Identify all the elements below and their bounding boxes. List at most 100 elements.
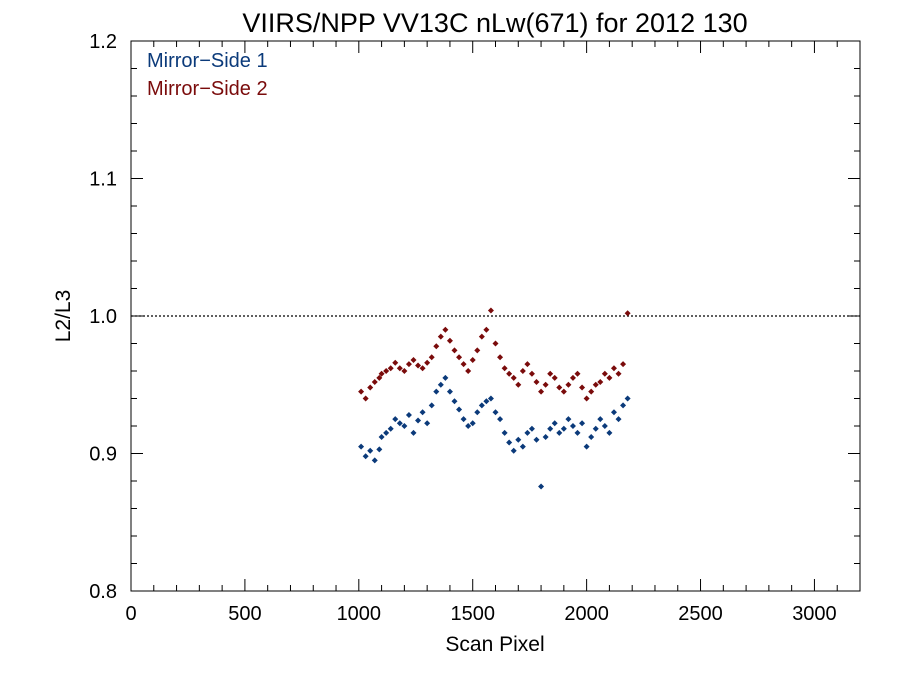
data-point [428,402,435,409]
y-axis-label: L2/L3 [52,290,75,343]
data-point [583,443,590,450]
data-point [371,379,378,385]
data-point [396,420,403,427]
series-mirror-side-2 [358,307,631,402]
data-point [565,381,572,388]
data-point [392,416,399,423]
data-point [376,374,383,381]
data-point [492,340,499,347]
data-point [456,354,463,361]
y-tick-label: 1.2 [89,31,117,53]
data-point [610,365,617,372]
data-point [538,483,545,490]
data-point [510,374,517,381]
data-point [376,446,383,453]
data-point [610,409,617,416]
data-point [524,361,531,368]
data-point [560,388,567,395]
data-point [415,362,422,369]
data-point [469,357,476,363]
data-point [606,429,613,436]
data-point [533,379,540,385]
data-point [401,368,408,374]
data-point [415,417,422,424]
data-point [547,425,554,432]
data-point [387,425,394,432]
data-point [560,425,567,432]
data-point [569,423,576,429]
data-point [556,429,563,436]
data-point [410,429,417,436]
x-axis-label: Scan Pixel [445,633,544,656]
data-point [433,343,440,350]
data-point [597,379,604,385]
data-point [506,370,513,377]
data-point [497,416,504,423]
data-point [492,409,499,416]
data-point [378,434,385,440]
data-point [497,354,504,361]
data-point [569,374,576,381]
data-point [362,395,369,402]
scatter-points [358,307,631,490]
x-axis: 0 500 1000 1500 2000 2500 3000 [125,41,838,625]
data-point [362,453,369,460]
data-point [592,425,599,432]
data-point [383,429,390,436]
data-point [565,416,572,423]
data-point [419,409,426,416]
y-tick-label: 0.8 [89,581,117,603]
data-point [371,457,378,464]
data-point [547,370,554,377]
data-point [474,409,481,416]
data-point [424,359,431,366]
data-point [574,370,581,377]
data-point [451,398,458,405]
x-tick-label: 0 [125,603,136,625]
legend-mirror-side-2: Mirror−Side 2 [147,78,268,100]
data-point [515,436,522,443]
data-point [483,326,490,333]
data-point [383,368,390,374]
data-point [574,429,581,436]
series-mirror-side-1 [358,374,631,490]
x-tick-label: 1000 [337,603,382,625]
data-point [515,381,522,388]
data-point [442,326,449,333]
data-point [483,398,490,405]
data-point [465,368,472,374]
data-point [424,420,431,427]
y-tick-label: 1.0 [89,306,117,328]
data-point [405,412,412,418]
y-tick-label: 0.9 [89,444,117,466]
chart-title: VIIRS/NPP VV13C nLw(671) for 2012 130 [242,8,747,38]
data-point [620,402,627,409]
data-point [442,374,449,381]
data-point [367,384,374,391]
data-point [358,443,365,450]
data-point [533,436,540,443]
data-point [556,384,563,391]
data-point [510,447,517,454]
data-point [624,395,631,402]
data-point [392,359,399,366]
data-point [597,416,604,423]
data-point [588,388,595,395]
data-point [528,370,535,377]
data-point [396,365,403,372]
data-point [469,420,476,427]
data-point [367,447,374,454]
data-point [519,368,526,374]
data-point [583,395,590,402]
data-point [524,429,531,436]
data-point [551,420,558,427]
y-tick-label: 1.1 [89,169,117,191]
data-point [579,384,586,391]
data-point [601,423,608,429]
data-point [410,357,417,363]
y-axis: 0.8 0.9 1.0 1.1 1.2 [89,31,860,603]
data-point [405,361,412,368]
data-point [487,395,494,402]
